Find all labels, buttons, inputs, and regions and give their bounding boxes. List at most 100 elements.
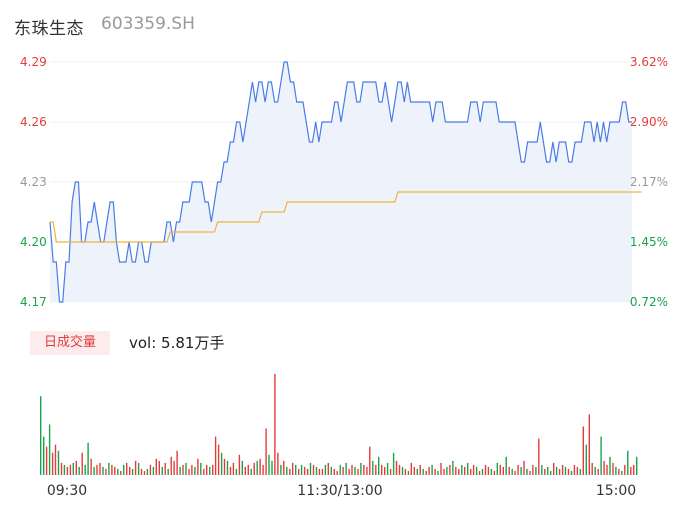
volume-bar [369,446,371,475]
volume-bar [384,466,386,475]
volume-bar [75,460,77,475]
volume-bar [615,466,617,475]
volume-bar [372,460,374,475]
left-tick-label: 4.26 [20,115,47,129]
volume-bar [585,444,587,475]
volume-badge: 日成交量 [30,331,110,355]
volume-bar [440,462,442,475]
volume-bar [520,466,522,475]
left-tick-label: 4.29 [20,55,47,69]
volume-bar [324,464,327,475]
volume-bar [167,468,169,475]
volume-bar [321,468,324,475]
price-line [49,61,632,303]
volume-bar [152,466,155,475]
volume-bar [102,466,104,475]
volume-bar [262,464,264,475]
volume-bar [624,464,626,475]
volume-bar [330,466,332,475]
volume-bar [342,466,344,475]
right-tick-label: 3.62% [630,55,668,69]
volume-bar [538,438,540,475]
volume-bar [348,468,350,475]
volume-bar [437,471,439,475]
volume-bar [392,452,395,475]
volume-bar [490,468,493,475]
volume-bar [134,460,137,475]
time-axis: 09:30 11:30/13:00 15:00 [47,483,636,499]
volume-bar [478,471,481,475]
volume-bar [419,464,421,475]
volume-bar [309,462,312,475]
volume-bar [472,464,475,475]
volume-bar [407,471,410,475]
volume-bar [526,468,528,475]
volume-bar [283,460,285,475]
volume-bar [120,471,122,475]
volume-bar [179,466,181,475]
volume-bar [375,464,377,475]
volume-bar [173,460,175,475]
volume-bar [200,462,202,475]
volume-bar [292,462,294,475]
volume-bar [90,458,92,475]
volume-bars [40,374,638,475]
volume-bar [188,468,190,475]
volume-bar [99,462,101,475]
volume-bar [271,460,273,475]
volume-bar [244,466,246,475]
volume-bar [505,456,507,475]
volume-bar [561,464,564,475]
volume-bar [636,456,638,475]
volume-bar [612,462,614,475]
volume-bar [280,464,282,475]
volume-bar [66,466,69,475]
volume-bar [209,466,211,475]
volume-bar [395,460,398,475]
volume-bar [105,468,107,475]
left-price-axis: 4.29 4.26 4.23 4.20 4.17 [20,55,47,309]
volume-bar [48,424,51,475]
volume-bar [253,462,255,475]
volume-bar [333,468,335,475]
volume-bar [203,468,205,475]
volume-bar [336,471,338,475]
volume-bar [129,466,131,475]
volume-bar [339,464,341,475]
volume-bar [131,468,134,475]
volume-bar [220,452,223,475]
volume-bar [137,462,140,475]
volume-bar [60,462,63,475]
volume-bar [93,466,95,475]
volume-bar [265,428,267,475]
volume-bar [259,458,261,475]
volume-bar [502,466,504,475]
volume-bar [576,466,579,475]
volume-bar [499,464,501,475]
volume-bar [523,460,525,475]
volume-bar [170,456,172,475]
volume-bar [140,468,143,475]
volume-bar [517,464,519,475]
volume-bar [318,468,321,475]
volume-bar [588,414,590,475]
volume-bar [547,466,549,475]
stock-code: 603359.SH [101,14,195,34]
volume-bar [247,464,249,475]
right-percent-axis: 3.62% 2.90% 2.17% 1.45% 0.72% [630,55,668,309]
volume-bar [312,464,315,475]
stock-name: 东珠生态 [14,19,84,39]
volume-bar [446,466,448,475]
volume-bar [232,462,235,475]
volume-bar [354,466,356,475]
volume-bar [555,466,558,475]
volume-bar [449,464,451,475]
volume-bar [298,468,300,475]
volume-bar [603,460,605,475]
volume-bar [158,460,160,475]
volume-bar [508,466,510,475]
volume-bar [45,446,48,475]
volume-bar [389,468,392,475]
volume-bar [300,464,303,475]
